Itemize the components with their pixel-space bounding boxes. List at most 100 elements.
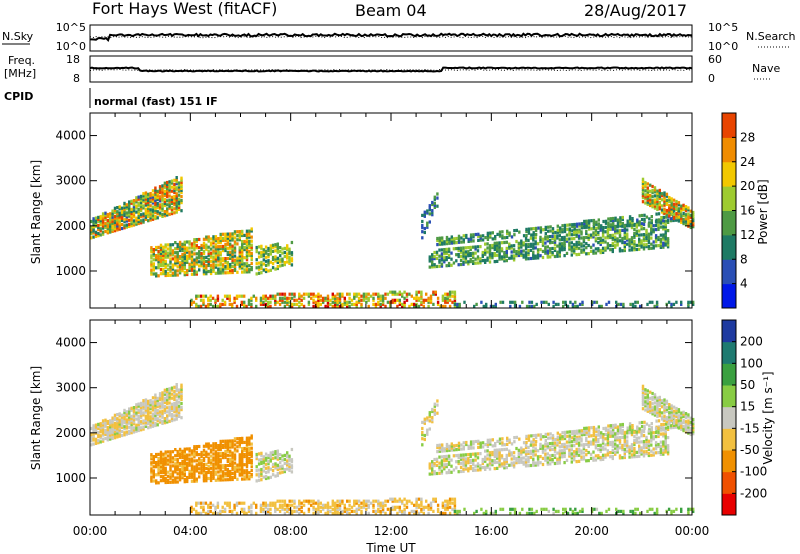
power-cell <box>377 292 380 296</box>
velocity-cell <box>436 399 439 403</box>
power-cell <box>255 296 258 300</box>
power-cell <box>577 230 581 234</box>
power-cell <box>575 222 579 226</box>
velocity-cell <box>527 458 530 462</box>
velocity-cell <box>641 396 645 401</box>
power-cell <box>231 232 234 236</box>
power-cell <box>109 226 112 230</box>
velocity-cell <box>589 440 593 444</box>
velocity-cell <box>135 413 138 417</box>
velocity-cell <box>276 471 279 476</box>
power-cell <box>551 236 554 240</box>
power-cell <box>571 225 574 229</box>
velocity-cell <box>260 453 263 457</box>
velocity-cell <box>212 472 215 476</box>
velocity-cell <box>219 476 222 480</box>
velocity-cell <box>188 453 191 457</box>
power-cell <box>384 296 387 300</box>
power-cell <box>147 204 150 209</box>
power-cell <box>92 223 95 227</box>
velocity-cell <box>506 438 509 442</box>
velocity-cell <box>474 454 477 458</box>
power-cell <box>123 210 126 214</box>
power-cell <box>226 296 229 300</box>
power-cell <box>188 242 191 246</box>
power-cell <box>243 270 246 274</box>
velocity-cell <box>207 460 210 464</box>
velocity-cell <box>109 427 112 431</box>
velocity-cell <box>621 435 624 439</box>
power-cell <box>224 265 227 269</box>
power-cell <box>623 244 626 248</box>
power-cell <box>491 256 494 260</box>
velocity-cell <box>534 461 537 465</box>
velocity-cell <box>464 467 468 471</box>
velocity-cell <box>619 429 622 433</box>
power-cell <box>508 242 511 246</box>
velocity-cell <box>209 454 213 458</box>
power-cell <box>137 215 140 219</box>
velocity-cell <box>642 442 646 446</box>
power-cell <box>193 246 196 250</box>
power-cell <box>503 240 506 245</box>
velocity-cell <box>479 443 482 447</box>
power-cell <box>565 237 569 241</box>
power-cell <box>496 253 499 257</box>
power-cell <box>193 238 196 242</box>
velocity-cell <box>116 435 119 439</box>
power-cell <box>453 294 457 298</box>
velocity-cell <box>542 435 545 439</box>
velocity-cell <box>477 445 480 449</box>
power-cell <box>166 199 169 203</box>
velocity-cell <box>558 449 561 453</box>
velocity-cell <box>118 422 121 426</box>
power-cell <box>267 263 270 267</box>
velocity-cell <box>139 420 143 424</box>
power-cell <box>426 221 429 225</box>
power-cell <box>491 231 494 235</box>
power-cell <box>612 225 615 229</box>
velocity-cell <box>155 454 158 459</box>
velocity-cell <box>488 453 492 457</box>
power-cell <box>226 232 229 236</box>
velocity-cell <box>147 407 150 411</box>
power-cell <box>224 236 227 240</box>
power-cell <box>300 294 303 298</box>
velocity-cell <box>524 464 528 468</box>
velocity-cell <box>109 437 112 441</box>
velocity-cell <box>654 445 658 449</box>
velocity-cell <box>503 462 506 466</box>
velocity-cell <box>650 443 653 447</box>
power-cell <box>243 246 246 250</box>
velocity-cell <box>641 401 645 405</box>
power-cell <box>154 206 157 210</box>
power-cell <box>195 258 198 262</box>
velocity-cell <box>226 468 229 472</box>
velocity-cell <box>238 463 241 467</box>
power-cell <box>541 243 545 247</box>
power-cell <box>628 221 632 225</box>
velocity-cell <box>255 469 258 473</box>
power-cell <box>665 208 669 213</box>
power-cell <box>675 214 678 218</box>
power-cell <box>168 180 171 184</box>
power-cell <box>587 223 591 227</box>
velocity-cell <box>109 431 112 435</box>
velocity-cell <box>654 426 658 430</box>
power-cell <box>657 225 660 229</box>
power-cell <box>166 193 169 197</box>
power-cell <box>441 304 445 308</box>
power-cell <box>176 242 179 247</box>
power-cell <box>612 223 615 227</box>
power-cell <box>530 300 534 304</box>
power-cell <box>429 296 433 300</box>
power-cell <box>611 249 614 254</box>
power-colorbar-tick-label: 8 <box>740 252 748 266</box>
power-cell <box>99 219 102 223</box>
velocity-cell <box>498 450 501 454</box>
power-cell <box>484 236 487 240</box>
velocity-cell <box>530 434 533 438</box>
velocity-cell <box>597 433 600 437</box>
power-cell <box>147 208 150 213</box>
velocity-cell <box>164 460 167 464</box>
